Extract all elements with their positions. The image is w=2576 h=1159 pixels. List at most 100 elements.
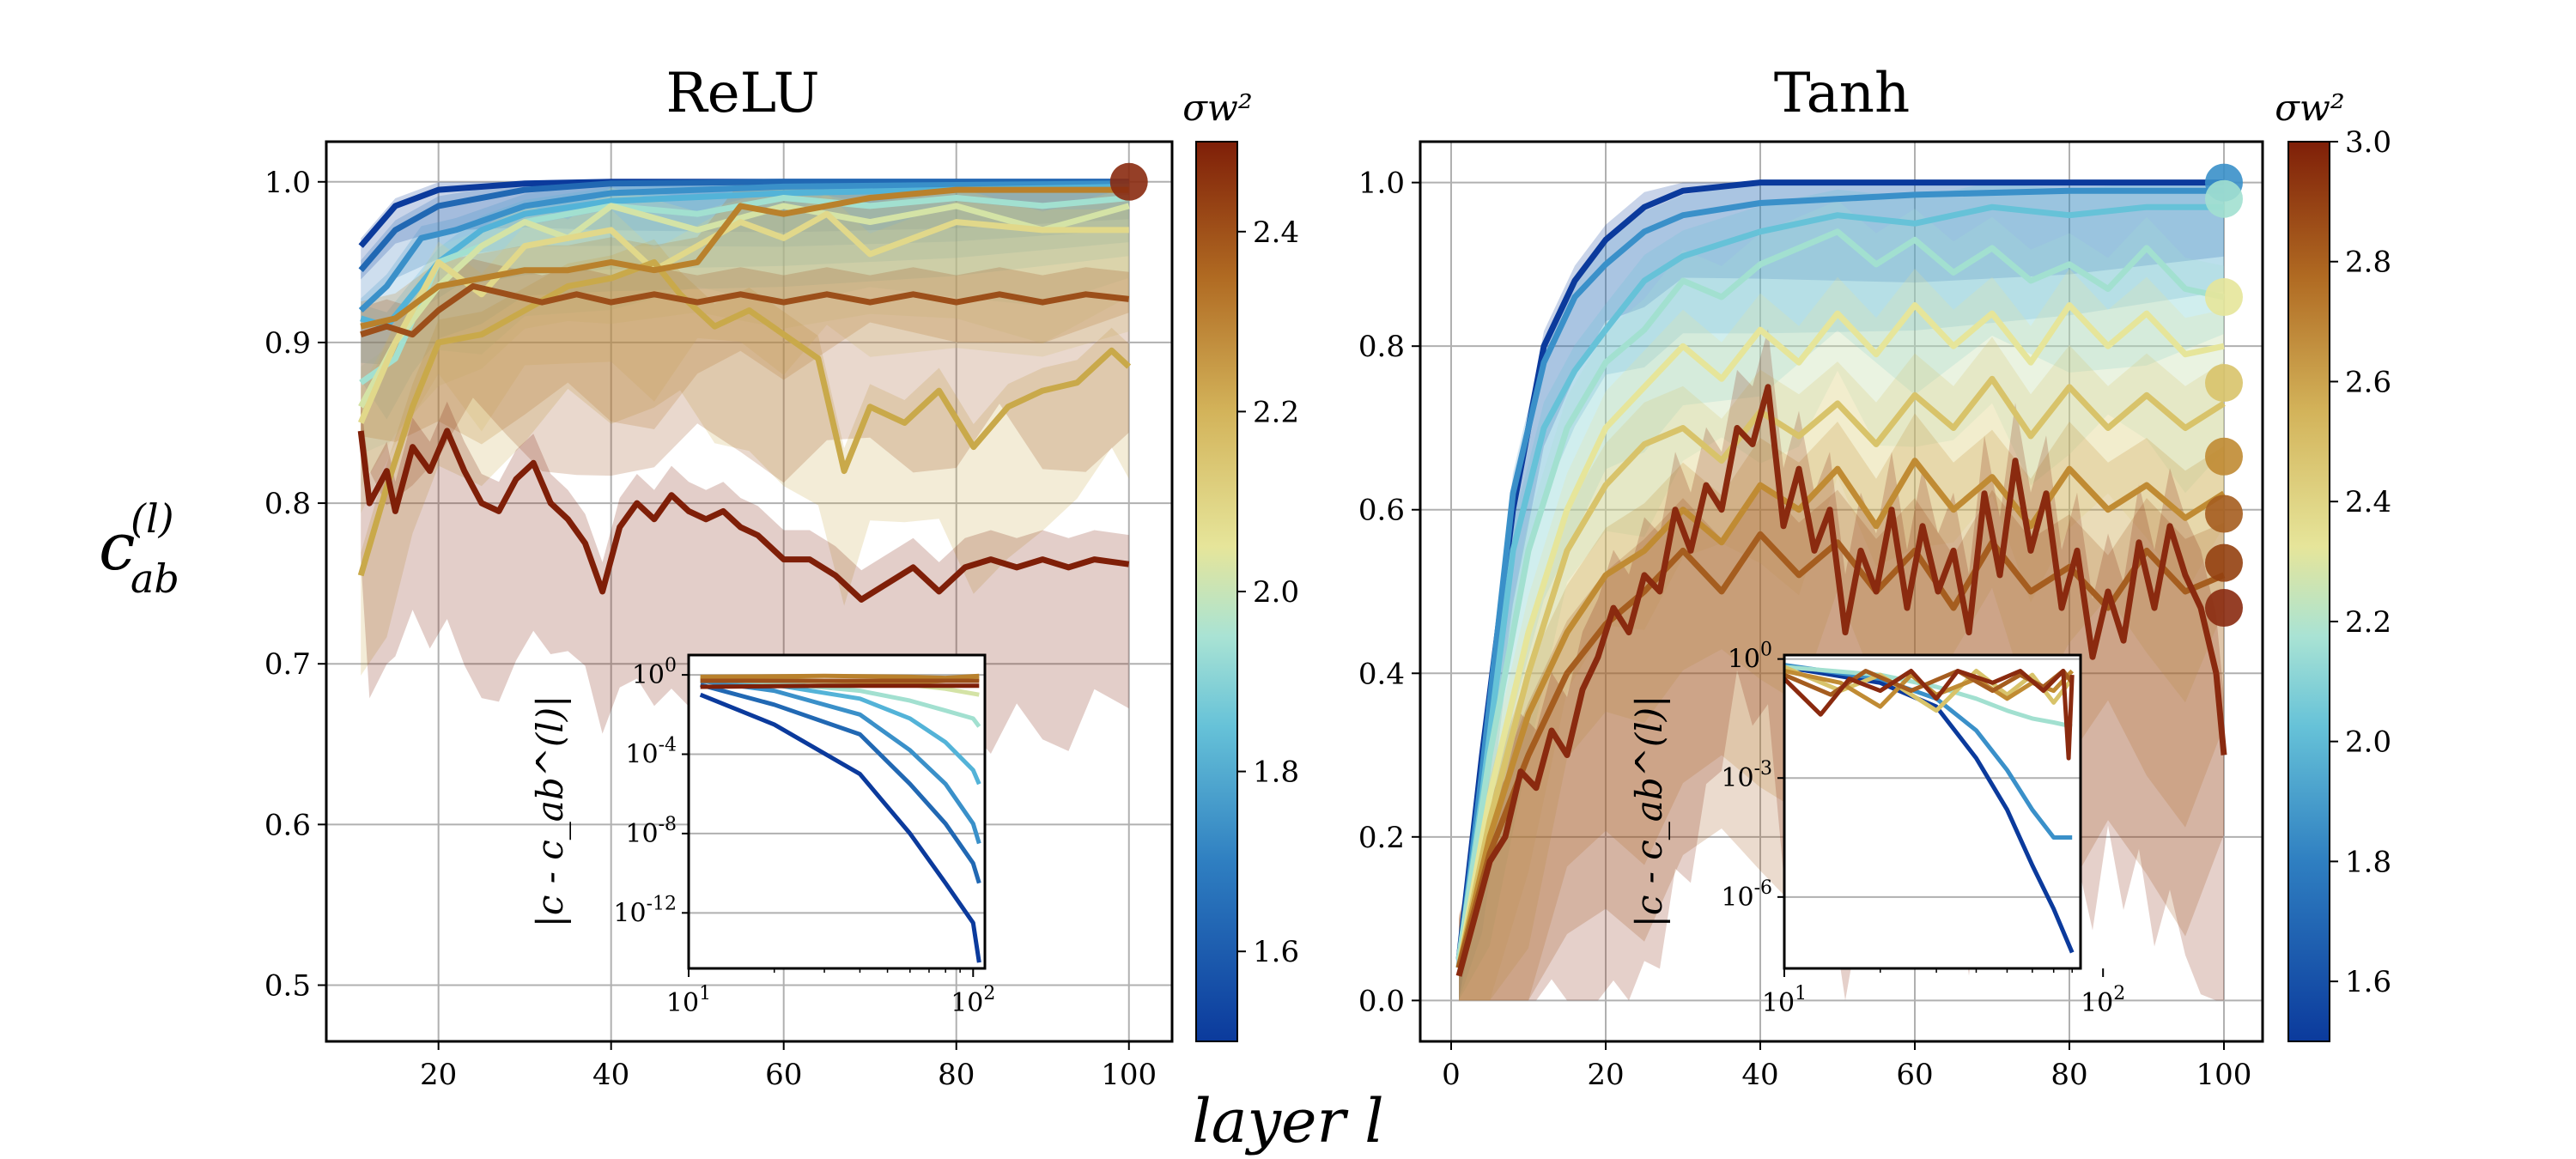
relu-inset-ylabel: |c - c_ab^(l)| — [529, 695, 571, 928]
tanh-inset-ytick-label: 10-6 — [1721, 877, 1772, 913]
relu-series-line — [360, 183, 1129, 330]
relu-series-line — [357, 258, 1132, 577]
tanh-lines — [1455, 179, 2227, 977]
tanh-series-line — [1455, 375, 2226, 969]
relu-series-line — [358, 180, 1129, 313]
relu-grid — [326, 142, 1172, 1041]
tanh-endpoint-marker — [2205, 495, 2243, 533]
tanh-endpoint-marker — [2205, 437, 2243, 476]
tanh-series-line — [1455, 458, 2226, 969]
tanh-xtick-label: 80 — [2050, 1058, 2087, 1092]
tanh-endpoint-marker — [2205, 364, 2243, 403]
relu-colorbar-tick-label: 2.0 — [1253, 575, 1299, 610]
relu-xtick-label: 60 — [765, 1058, 802, 1092]
tanh-inset-series-line — [1784, 664, 2075, 713]
relu-ytick-label: 0.7 — [264, 647, 311, 682]
relu-series-line — [360, 282, 1130, 338]
relu-axes-frame — [325, 140, 1174, 1043]
x-axis-label: layer l — [1192, 1086, 1383, 1156]
relu-xtick-label: 40 — [592, 1058, 629, 1092]
relu-colorbar — [1195, 141, 1238, 1042]
tanh-ytick-label: 1.0 — [1358, 167, 1405, 201]
relu-lines — [357, 179, 1132, 603]
relu-colorbar-label: σw² — [1182, 87, 1252, 129]
relu-band — [361, 193, 1129, 513]
tanh-xtick-label: 100 — [2196, 1058, 2252, 1092]
tanh-inset-ticks: 100 10-3 10-6 101 102 — [1721, 640, 2125, 1018]
tanh-ytick-label: 0.6 — [1358, 494, 1405, 528]
relu-colorbar-tick-label: 2.2 — [1253, 395, 1299, 429]
tanh-inset-ylabel: |c - c_ab^(l)| — [1628, 695, 1670, 928]
tanh-inset-series-line — [1784, 669, 2075, 761]
relu-series-line — [358, 179, 1129, 272]
relu-ytick-label: 0.5 — [264, 969, 311, 1004]
relu-ytick-label: 0.6 — [264, 808, 311, 842]
tanh-colorbar-tick-label: 2.4 — [2345, 485, 2391, 519]
relu-inset-ytick-label: 10-8 — [625, 814, 677, 849]
relu-inset-frame — [687, 653, 987, 970]
relu-band — [361, 181, 1129, 455]
relu-colorbar-tick-label: 2.4 — [1253, 215, 1299, 250]
tanh-series-line — [1455, 187, 2224, 968]
tanh-endpoint-marker — [2205, 543, 2243, 582]
relu-inset-xtick-label: 101 — [666, 983, 711, 1018]
tanh-endpoint-marker — [2205, 179, 2243, 218]
relu-inset: 100 10-4 10-8 10-12 101 102 |c - c_ab^(l)| — [529, 653, 995, 1018]
relu-xtick-label: 100 — [1101, 1058, 1157, 1092]
relu-colorbar-tick-label: 1.8 — [1253, 755, 1299, 790]
relu-inset-series-line — [699, 692, 981, 963]
tanh-xtick-label: 20 — [1587, 1058, 1624, 1092]
tanh-series-line — [1455, 228, 2225, 961]
relu-series-line — [357, 428, 1130, 603]
tanh-colorbar — [2287, 141, 2330, 1042]
relu-colorbar-ticks: 1.6 1.8 2.0 2.2 2.4 — [1237, 215, 1299, 969]
tanh-inset-border — [1783, 653, 2082, 970]
tanh-ytick-label: 0.2 — [1358, 821, 1405, 855]
tanh-ytick-label: 0.0 — [1358, 984, 1405, 1018]
tanh-colorbar-tick-label: 2.6 — [2345, 365, 2391, 399]
relu-inset-ytick-label: 10-12 — [613, 893, 677, 928]
tanh-endpoint-marker — [2205, 589, 2243, 628]
relu-inset-ylabel-text: |c - c_ab^(l)| — [529, 695, 571, 928]
relu-xtick-label: 20 — [420, 1058, 457, 1092]
relu-inset-ytick-label: 100 — [632, 655, 677, 690]
y-axis-label: c ab (l) — [99, 495, 179, 602]
relu-endpoint-marker — [1109, 162, 1148, 201]
tanh-ytick-label: 0.8 — [1358, 330, 1405, 364]
tanh-inset-ytick-label: 10-3 — [1721, 758, 1772, 793]
relu-inset-xtick-label: 102 — [951, 983, 995, 1018]
relu-xtick-label: 80 — [938, 1058, 975, 1092]
tanh-band — [1459, 182, 2224, 1001]
tanh-colorbar-tick-label: 3.0 — [2345, 125, 2391, 160]
tanh-band — [1459, 182, 2224, 1001]
relu-inset-series-line — [700, 678, 981, 845]
relu-series-line — [360, 186, 1129, 330]
tanh-series-line — [1455, 531, 2226, 969]
tanh-colorbar-ticks: 1.6 1.8 2.0 2.2 2.4 2.6 2.8 3.0 — [2330, 125, 2391, 999]
relu-markers — [1109, 162, 1148, 201]
relu-inset-ytick-label: 10-4 — [625, 735, 677, 770]
tanh-series-line — [1455, 203, 2224, 961]
relu-inset-series-line — [700, 683, 981, 884]
tanh-inset-ytick-label: 100 — [1728, 640, 1772, 675]
relu-inset-lines — [699, 673, 981, 963]
tanh-colorbar-tick-label: 2.8 — [2345, 246, 2391, 280]
tanh-xtick-label: 60 — [1896, 1058, 1933, 1092]
tanh-band — [1459, 269, 2224, 1001]
tanh-band — [1459, 337, 2224, 1001]
tanh-inset-series-line — [1784, 664, 2073, 729]
tanh-endpoint-marker — [2205, 278, 2243, 317]
tanh-inset-lines — [1784, 663, 2075, 954]
relu-ytick-label: 0.9 — [264, 326, 311, 361]
relu-band — [361, 258, 1129, 506]
tanh-xtick-label: 40 — [1741, 1058, 1778, 1092]
tanh-inset-xtick-label: 101 — [1762, 983, 1807, 1018]
relu-ytick-label: 0.8 — [264, 487, 311, 521]
tanh-band — [1459, 413, 2224, 1001]
relu-band — [361, 239, 1129, 676]
tanh-colorbar-tick-label: 2.2 — [2345, 605, 2391, 640]
tanh-ytick-label: 0.4 — [1358, 657, 1405, 691]
